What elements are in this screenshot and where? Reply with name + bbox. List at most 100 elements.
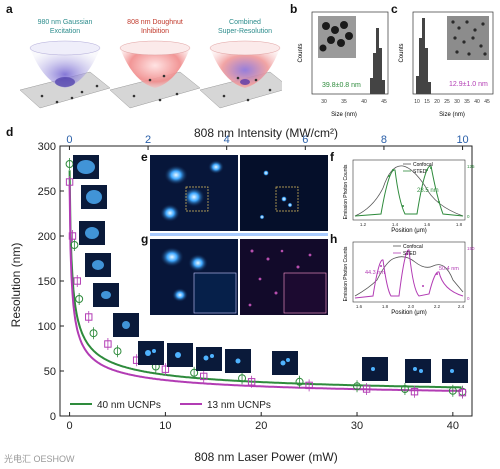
plate-1 (19, 40, 111, 109)
y-tick-label: 200 (38, 231, 56, 243)
panel-d-xticks: 0 10 20 30 40 (67, 412, 459, 432)
y-tick-label: 100 (38, 321, 56, 333)
fit-curve-13nm (68, 185, 462, 392)
svg-text:1.6: 1.6 (356, 304, 363, 309)
data-point-13nm (65, 178, 74, 186)
svg-text:25: 25 (444, 99, 450, 105)
data-point-40nm (113, 347, 122, 356)
svg-text:10: 10 (414, 99, 420, 105)
svg-text:45: 45 (381, 99, 387, 105)
top-tick-label: 10 (456, 134, 468, 146)
svg-text:1.4: 1.4 (392, 222, 399, 227)
panel-b-ylabel: Counts (298, 43, 304, 62)
x-tick-label: 20 (255, 420, 267, 432)
panel-b-xlabel: Size (nm) (331, 112, 357, 118)
legend-label-40nm: 40 nm UCNPs (97, 400, 161, 411)
svg-text:1.8: 1.8 (456, 222, 463, 227)
y-tick-label: 300 (38, 141, 56, 153)
panel-c-histogram: 12.9±1.0 nm Size (nm) Counts 10 15 20 25 30 3… (399, 11, 494, 118)
panel-f-xticks: 1.2 1.4 1.6 1.8 (360, 222, 463, 227)
panel-e-g-images (150, 155, 328, 315)
panel-label-d: d (6, 125, 14, 139)
data-point-13nm (161, 365, 170, 373)
panel-label-h: h (330, 232, 338, 246)
svg-text:2.4: 2.4 (458, 304, 465, 309)
svg-text:1.8: 1.8 (382, 304, 389, 309)
y-tick-label: 150 (38, 276, 56, 288)
data-point-13nm (247, 378, 256, 386)
x-tick-label: 10 (159, 420, 171, 432)
panel-c-bars (416, 18, 431, 94)
top-tick-label: 0 (66, 134, 72, 146)
svg-text:40: 40 (361, 99, 367, 105)
panel-d-top-axis-label: 808 nm Intensity (MW/cm²) (194, 126, 338, 140)
panel-a-illustration (19, 40, 291, 109)
panel-h-right-ticks: 0 150 (467, 246, 475, 301)
watermark: 光电汇 OESHOW (4, 454, 75, 464)
svg-text:30: 30 (321, 99, 327, 105)
y-tick-label: 0 (50, 411, 56, 423)
panel-d-points (65, 158, 467, 399)
data-point-40nm (70, 241, 79, 249)
svg-text:15: 15 (424, 99, 430, 105)
data-point-40nm (353, 382, 362, 391)
panel-c-xlabel: Size (nm) (439, 112, 465, 118)
panel-b-size-label: 39.8±0.8 nm (322, 82, 361, 89)
plate-3 (199, 40, 291, 109)
svg-text:0: 0 (467, 214, 470, 219)
caption-doughnut: 808 nm Doughnut Inhibition (127, 19, 183, 35)
panel-b-bars (370, 28, 385, 94)
top-tick-label: 4 (224, 134, 230, 146)
x-tick-label: 40 (447, 420, 459, 432)
data-point-40nm (448, 386, 457, 395)
panel-h-legend-sted: STED (403, 251, 417, 257)
panel-c-size-label: 12.9±1.0 nm (449, 81, 488, 88)
panel-f-annotation: 28.5 nm (417, 188, 439, 194)
panel-label-b: b (290, 2, 298, 16)
panel-d-spot-images (73, 155, 468, 383)
panel-h-ylabel: Emission Photon Counts (343, 246, 349, 301)
panel-h-xticks: 1.6 1.8 2.0 2.2 2.4 (356, 304, 465, 309)
data-point-13nm (410, 388, 419, 396)
data-point-13nm (362, 385, 371, 393)
data-point-13nm (200, 372, 208, 381)
svg-text:30: 30 (454, 99, 460, 105)
caption-gaussian: 980 nm Gaussian Excitation (37, 19, 93, 35)
legend-label-13nm: 13 nm UCNPs (207, 400, 271, 411)
panel-label-e: e (141, 150, 148, 164)
panel-d-chart: 0 50 100 150 200 250 300 0 10 20 30 40 0 2 4 6 8 10 808… (9, 126, 473, 464)
svg-text:35: 35 (341, 99, 347, 105)
panel-c-xticks: 10 15 20 25 30 35 40 45 (414, 99, 490, 105)
svg-text:0: 0 (467, 296, 470, 301)
y-tick-label: 50 (44, 366, 56, 378)
x-tick-label: 0 (67, 420, 73, 432)
panel-c-frame (412, 11, 494, 95)
panel-f-xlabel: Position (μm) (391, 228, 426, 234)
svg-text:150: 150 (467, 246, 475, 251)
svg-text:45: 45 (484, 99, 490, 105)
svg-text:125: 125 (467, 164, 475, 169)
top-tick-label: 6 (302, 134, 308, 146)
panel-f-legend-sted: STED (413, 169, 427, 175)
svg-text:2.0: 2.0 (408, 304, 415, 309)
data-point-13nm (85, 313, 93, 321)
panel-b-frame (311, 11, 389, 95)
panel-d-yticks: 0 50 100 150 200 250 300 (38, 141, 64, 423)
caption-combined: Combined Super-Resolution (217, 19, 273, 35)
svg-text:20: 20 (434, 99, 440, 105)
panel-f-legend-confocal: Confocal (413, 162, 433, 168)
data-point-13nm (68, 232, 77, 240)
panel-label-f: f (330, 150, 334, 164)
svg-text:35: 35 (464, 99, 470, 105)
panel-a: 980 nm Gaussian Excitation 808 nm Doughn… (12, 10, 291, 120)
panel-d-xlabel: 808 nm Laser Power (mW) (194, 450, 337, 464)
svg-text:1.2: 1.2 (360, 222, 367, 227)
panel-d-curves (68, 170, 462, 392)
data-point-40nm (238, 374, 247, 383)
fit-curve-40nm (68, 170, 462, 389)
panel-f-frame (352, 159, 466, 221)
panel-f-profile: 28.5 nm Confocal STED Position (μm) Emis… (343, 159, 475, 234)
panel-e-sted (240, 155, 328, 231)
panel-h-annotation-1: 44.3 nm (365, 270, 385, 276)
panel-label-a: a (6, 2, 13, 16)
